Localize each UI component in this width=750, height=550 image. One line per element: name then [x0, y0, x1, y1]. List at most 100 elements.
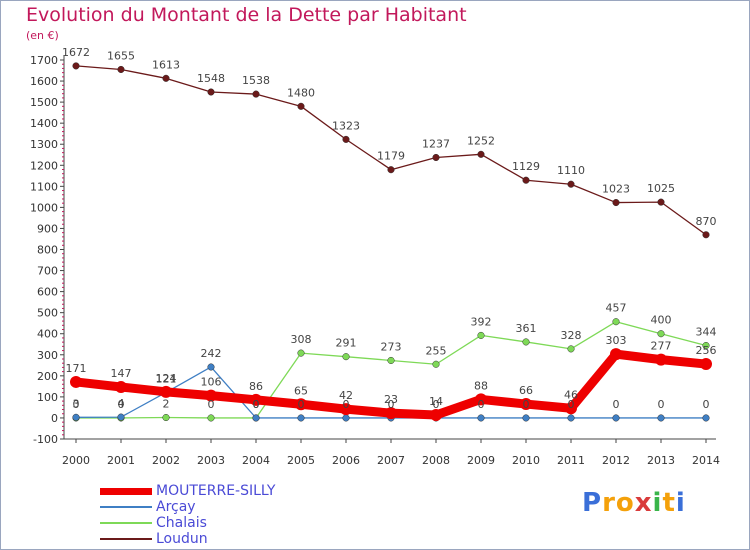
data-point-1	[612, 414, 620, 422]
data-point-2	[657, 330, 665, 338]
chart-subtitle: (en €)	[26, 29, 59, 42]
y-tick-label: 400	[37, 328, 58, 341]
x-tick-label: 2004	[242, 454, 270, 467]
data-label-1: 242	[201, 347, 222, 360]
data-point-1	[72, 413, 80, 421]
data-point-3	[432, 153, 440, 162]
data-label-2: 0	[73, 398, 80, 411]
data-point-0	[160, 385, 172, 398]
data-point-0	[340, 403, 352, 416]
data-label-1: 0	[478, 398, 485, 411]
data-point-2	[387, 356, 395, 365]
data-label-0: 124	[156, 372, 177, 385]
x-tick-label: 2006	[332, 454, 360, 467]
x-tick-label: 2003	[197, 454, 225, 467]
data-point-0	[700, 358, 712, 371]
data-point-1	[522, 414, 530, 422]
data-point-0	[115, 380, 127, 393]
x-tick-label: 2007	[377, 454, 405, 467]
data-point-0	[70, 375, 82, 388]
data-point-3	[252, 90, 260, 98]
y-tick-label: 1400	[30, 117, 58, 130]
data-label-1: 0	[658, 398, 665, 411]
data-point-3	[477, 150, 485, 158]
data-label-0: 42	[339, 389, 353, 402]
y-tick-label: 700	[37, 265, 58, 278]
data-label-0: 303	[606, 334, 627, 347]
data-point-0	[430, 408, 442, 421]
data-label-3: 1538	[242, 74, 270, 87]
data-label-0: 86	[249, 380, 263, 393]
y-tick-label: 200	[37, 370, 58, 383]
data-point-2	[522, 338, 530, 346]
data-label-0: 88	[474, 379, 488, 392]
data-point-0	[565, 402, 577, 415]
data-label-3: 1129	[512, 160, 540, 173]
data-label-2: 392	[471, 315, 492, 328]
data-label-1: 121	[156, 372, 177, 385]
logo-letter: x	[634, 488, 653, 518]
data-label-3: 870	[696, 215, 717, 228]
data-label-0: 256	[696, 344, 717, 357]
data-label-3: 1548	[197, 72, 225, 85]
data-point-3	[567, 180, 575, 188]
x-tick-label: 2002	[152, 454, 180, 467]
y-tick-label: 1200	[30, 159, 58, 172]
data-label-2: 255	[426, 344, 447, 357]
data-label-3: 1613	[152, 58, 180, 71]
logo-letter: o	[615, 488, 635, 518]
data-point-3	[207, 88, 215, 96]
data-point-2	[342, 353, 350, 361]
y-tick-label: -100	[33, 433, 58, 446]
data-label-3: 1023	[602, 183, 630, 196]
data-label-0: 14	[429, 395, 443, 408]
x-tick-label: 2011	[557, 454, 585, 467]
data-label-3: 1323	[332, 119, 360, 132]
data-label-1: 0	[703, 398, 710, 411]
data-label-2: 400	[651, 314, 672, 327]
data-label-1: 0	[613, 398, 620, 411]
data-label-2: 308	[291, 333, 312, 346]
y-tick-label: 600	[37, 286, 58, 299]
data-label-3: 1179	[377, 150, 405, 163]
data-point-3	[387, 166, 395, 174]
data-point-3	[162, 74, 170, 82]
x-tick-label: 2013	[647, 454, 675, 467]
x-tick-label: 2005	[287, 454, 315, 467]
legend-swatch-mouterre-silly	[100, 488, 152, 495]
y-tick-label: 1500	[30, 96, 58, 109]
data-point-3	[117, 65, 125, 74]
data-label-2: 291	[336, 337, 357, 350]
x-tick-label: 2001	[107, 454, 135, 467]
logo-letter: r	[602, 488, 616, 518]
y-tick-label: 1600	[30, 75, 58, 88]
data-point-3	[342, 135, 350, 143]
data-point-1	[207, 363, 215, 371]
logo-letter: i	[652, 488, 663, 518]
data-point-1	[342, 414, 350, 422]
y-tick-label: 0	[51, 412, 58, 425]
data-label-1: 0	[253, 398, 260, 411]
data-point-0	[610, 348, 622, 361]
data-point-3	[72, 62, 80, 70]
data-label-1: 0	[433, 398, 440, 411]
y-tick-label: 1000	[30, 201, 58, 214]
data-label-3: 1252	[467, 134, 495, 147]
legend-swatch-chalais	[100, 522, 152, 524]
y-tick-label: 1700	[30, 54, 58, 67]
data-label-2: 273	[381, 340, 402, 353]
chart-title: Evolution du Montant de la Dette par Hab…	[26, 4, 467, 26]
data-point-3	[522, 176, 530, 184]
proxiti-logo: Proxiti	[582, 488, 686, 518]
x-tick-label: 2010	[512, 454, 540, 467]
y-tick-label: 900	[37, 222, 58, 235]
data-label-2: 457	[606, 302, 627, 315]
data-label-1: 0	[523, 398, 530, 411]
y-tick-label: 800	[37, 244, 58, 257]
legend-swatch-loudun	[100, 538, 152, 540]
data-label-3: 1025	[647, 182, 675, 195]
x-tick-label: 2009	[467, 454, 495, 467]
data-point-0	[655, 353, 667, 366]
data-label-2: 344	[696, 326, 717, 339]
y-tick-label: 100	[37, 391, 58, 404]
